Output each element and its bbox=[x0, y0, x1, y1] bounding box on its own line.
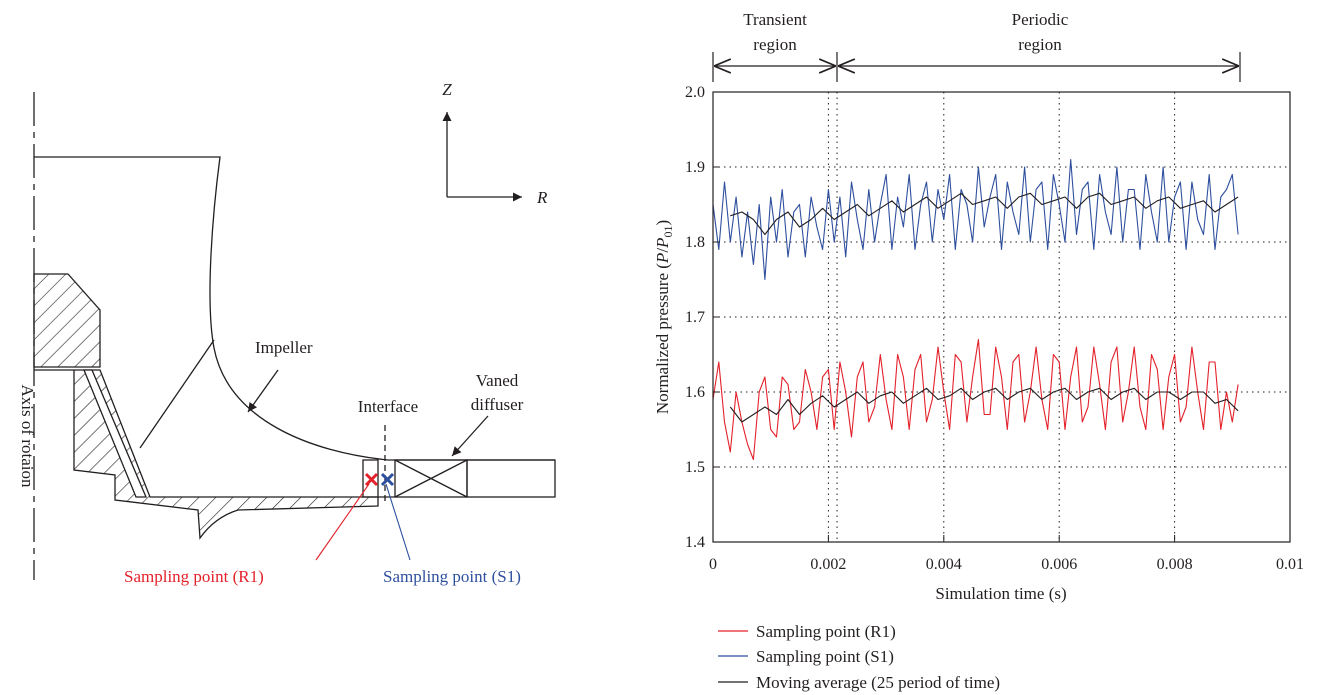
diffuser-outlet-box bbox=[466, 459, 556, 498]
region-indicators bbox=[712, 52, 1241, 82]
y-tick-label: 1.9 bbox=[685, 159, 705, 176]
x-tick-label: 0.006 bbox=[1041, 556, 1077, 573]
hub-body bbox=[34, 369, 379, 540]
vaned-label: Vaned bbox=[476, 371, 519, 390]
seal-channel bbox=[83, 369, 147, 498]
y-tick-label: 1.4 bbox=[685, 534, 705, 551]
pressure-chart: 0 0.002 0.004 0.006 0.008 0.01 1.4 1.5 1.6 1.7 1.8… bbox=[653, 10, 1304, 692]
legend: Sampling point (R1) Sampling point (S1) … bbox=[718, 622, 1000, 692]
z-axis-label: Z bbox=[442, 80, 452, 99]
geometry-diagram bbox=[33, 92, 556, 580]
x-tick-label: 0.01 bbox=[1276, 556, 1304, 573]
y-tick-label: 1.8 bbox=[685, 234, 705, 251]
x-tick-label: 0 bbox=[709, 556, 717, 573]
series-moving-average-line bbox=[730, 192, 1239, 236]
hub-block-upper bbox=[33, 273, 101, 368]
y-tick-label: 2.0 bbox=[685, 84, 705, 101]
diffuser-arrow bbox=[451, 415, 489, 457]
y-tick-label: 1.5 bbox=[685, 459, 705, 476]
interface-label: Interface bbox=[358, 397, 418, 416]
impeller-shroud bbox=[34, 156, 555, 461]
x-tick-label: 0.004 bbox=[926, 556, 962, 573]
legend-avg-label: Moving average (25 period of time) bbox=[756, 673, 1000, 692]
impeller-label: Impeller bbox=[255, 338, 313, 357]
x-tick-label: 0.002 bbox=[810, 556, 846, 573]
rotor-outlet-box bbox=[362, 459, 379, 498]
series-s1-line bbox=[712, 158, 1239, 281]
axis-of-rotation-label: Axis of rotaion bbox=[18, 385, 37, 488]
x-tick-label: 0.008 bbox=[1157, 556, 1193, 573]
series-moving-average-line bbox=[729, 387, 1239, 423]
sampling-r1-label: Sampling point (R1) bbox=[124, 567, 264, 586]
chart-series bbox=[712, 158, 1239, 461]
legend-s1-label: Sampling point (S1) bbox=[756, 647, 894, 666]
impeller-blade bbox=[139, 339, 215, 449]
y-tick-label: 1.7 bbox=[685, 309, 705, 326]
sampling-marker-r1 bbox=[364, 472, 379, 487]
transient-label-1: Transient bbox=[743, 10, 807, 29]
chart-ticks: 0 0.002 0.004 0.006 0.008 0.01 1.4 1.5 1.6 1.7 1.8… bbox=[685, 84, 1304, 573]
legend-r1-label: Sampling point (R1) bbox=[756, 622, 896, 641]
sampling-marker-s1 bbox=[380, 472, 395, 487]
impeller-arrow bbox=[247, 369, 279, 413]
s1-callout bbox=[385, 483, 411, 561]
r1-callout bbox=[315, 483, 370, 561]
y-tick-label: 1.6 bbox=[685, 384, 705, 401]
transient-label-2: region bbox=[753, 35, 797, 54]
periodic-label-2: region bbox=[1018, 35, 1062, 54]
y-axis-title: Normalized pressure (P/P01) bbox=[653, 220, 675, 414]
r-axis-label: R bbox=[536, 188, 548, 207]
x-axis-title: Simulation time (s) bbox=[935, 584, 1066, 603]
periodic-label-1: Periodic bbox=[1012, 10, 1069, 29]
chart-grid bbox=[713, 92, 1290, 542]
series-r1-line bbox=[712, 338, 1239, 461]
diffuser-label: diffuser bbox=[471, 395, 524, 414]
sampling-s1-label: Sampling point (S1) bbox=[383, 567, 521, 586]
